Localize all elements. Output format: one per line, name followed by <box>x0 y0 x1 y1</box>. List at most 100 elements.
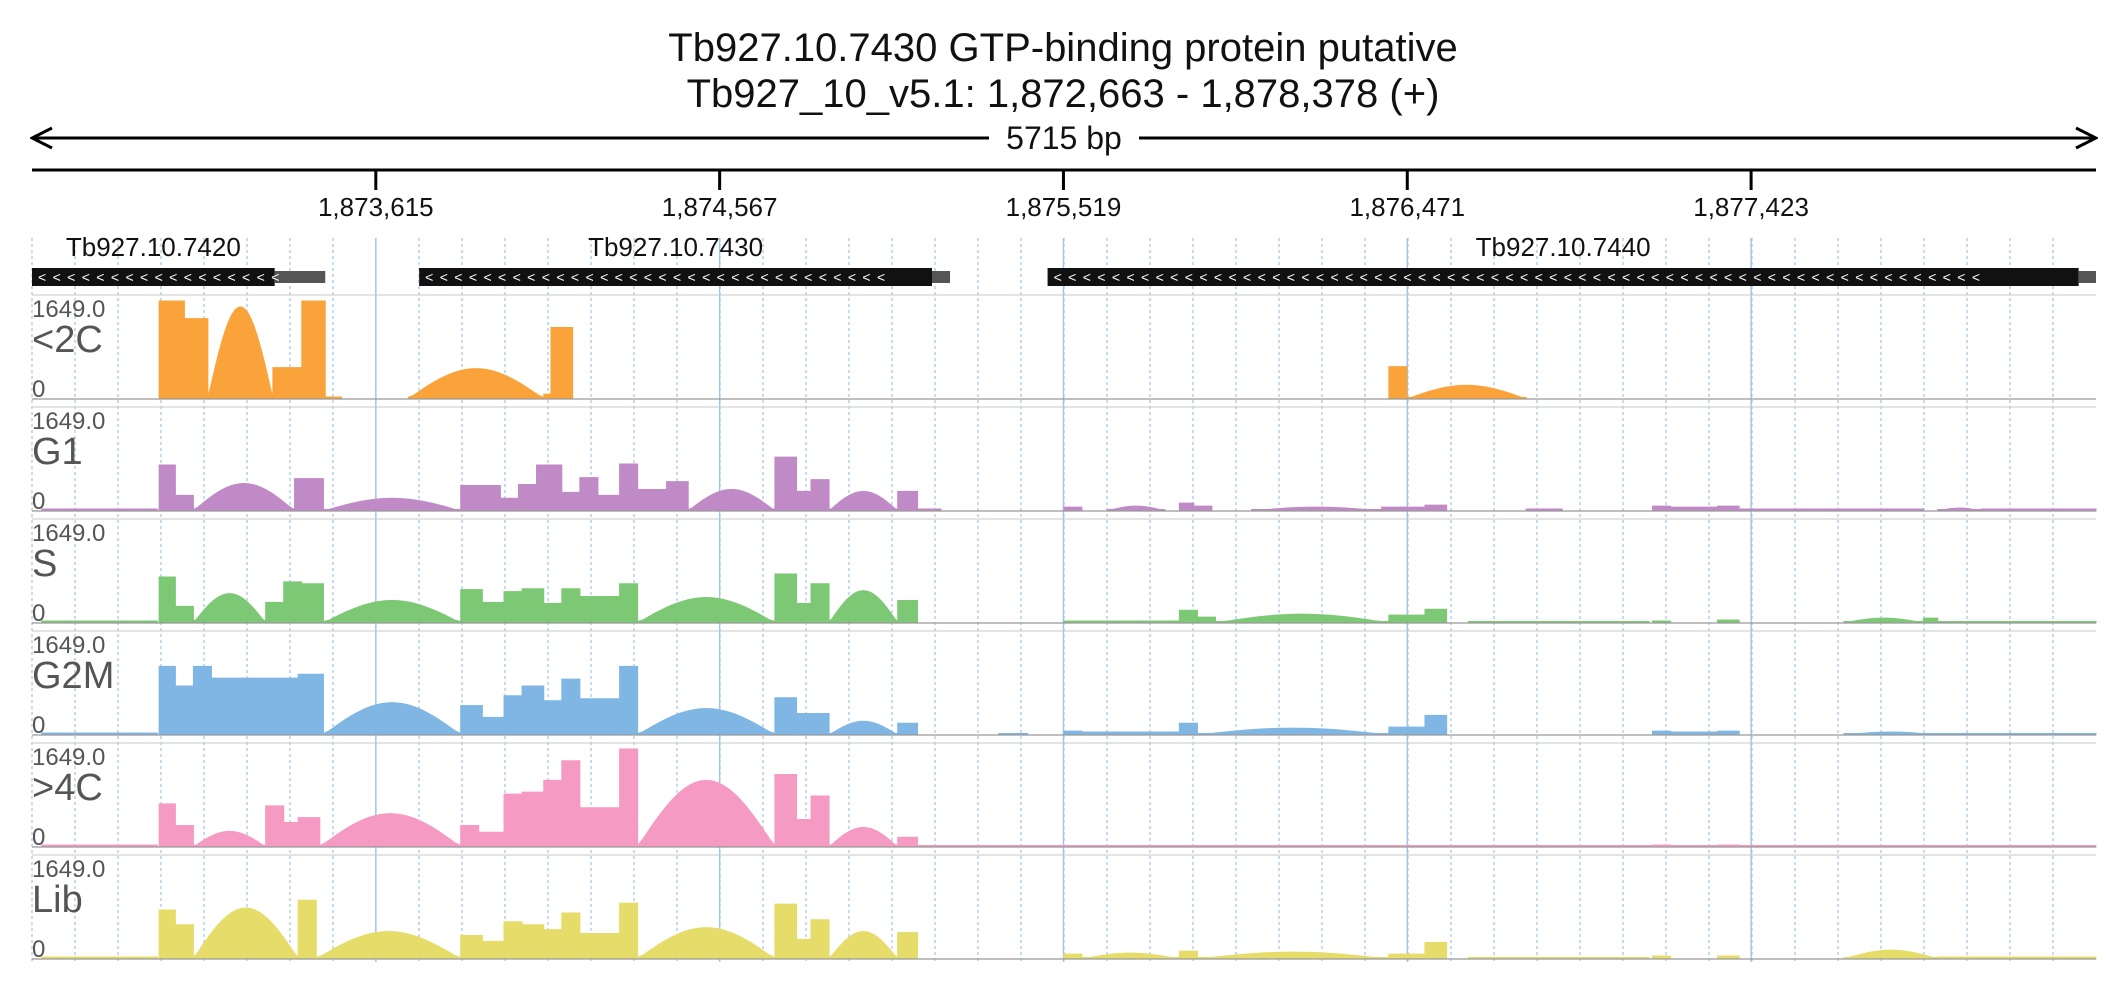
coverage-segment <box>579 477 599 512</box>
coverage-segment <box>478 831 505 848</box>
gene-annotation-track: Tb927.10.7420 <<<<<<<<<<<<<<<<< Tb927.10.7… <box>32 232 2096 286</box>
coverage-segment <box>1424 941 1448 960</box>
coverage-segment <box>158 300 185 400</box>
coverage-segment <box>1251 506 1383 512</box>
coverage-segment <box>619 902 639 960</box>
gene-utr-bar <box>2078 271 2096 283</box>
track-name-label: >4C <box>32 767 103 809</box>
coverage-segment <box>174 494 194 512</box>
position-ticks: 1,873,615 1,874,567 1,875,519 1,876,471 1,87… <box>318 170 1809 222</box>
coverage-segment <box>637 708 776 736</box>
coverage-segment <box>1193 505 1213 512</box>
gene-label: Tb927.10.7420 <box>66 232 241 262</box>
track-min-label: 0 <box>32 600 45 627</box>
coverage-segment <box>322 497 462 512</box>
coverage-segment <box>297 673 324 736</box>
coverage-segment <box>521 588 545 624</box>
coverage-segment <box>1196 616 1216 624</box>
coverage-segment <box>1178 502 1195 512</box>
coverage-segment <box>1388 726 1426 736</box>
coverage-segment <box>265 805 285 848</box>
coverage-segment <box>1843 949 1939 960</box>
gene-strand-arrows: <<<<<<<<<<<<<<<<<<<<<<<<<<<<<<<<<<<<<<<<… <box>1054 269 1987 285</box>
coverage-segment <box>503 695 523 736</box>
grid-lines <box>31 238 2054 962</box>
track-max-label: 1649.0 <box>32 744 105 771</box>
chart-locus: Tb927_10_v5.1: 1,872,663 - 1,878,378 (+) <box>686 72 1440 116</box>
coverage-segment <box>810 919 830 960</box>
coverage-segment <box>521 924 545 960</box>
coverage-segment <box>192 593 267 624</box>
coverage-segment <box>183 318 209 400</box>
coverage-segment <box>517 484 538 512</box>
gene-cds-bar <box>1047 268 2079 286</box>
coverage-segment <box>796 819 812 848</box>
coverage-segment <box>810 479 830 512</box>
coverage-segment <box>1717 505 1740 512</box>
coverage-segment <box>536 464 563 512</box>
coverage-segment <box>158 665 176 736</box>
coverage-segment <box>192 830 267 848</box>
coverage-segment <box>174 824 194 848</box>
coverage-segment <box>897 490 919 512</box>
coverage-segment <box>460 589 483 624</box>
gene-utr-bar <box>274 271 326 283</box>
coverage-segment <box>561 912 581 960</box>
coverage-segment <box>1424 504 1448 512</box>
coverage-segment <box>619 748 639 848</box>
coverage-segment <box>1652 505 1672 512</box>
chart-title: Tb927.10.7430 GTP-binding protein putati… <box>668 26 1458 70</box>
coverage-segment <box>810 712 830 736</box>
track-max-label: 1649.0 <box>32 632 105 659</box>
coverage-segment <box>774 903 798 960</box>
coverage-segment <box>619 583 639 624</box>
span-length-label: 5715 bp <box>1006 120 1122 156</box>
coverage-segment <box>297 899 317 960</box>
track-min-label: 0 <box>32 712 45 739</box>
coverage-segment <box>1063 953 1083 960</box>
track-name-label: <2C <box>32 319 103 361</box>
coverage-segment <box>481 601 505 624</box>
coverage-segment <box>322 702 462 736</box>
track-name-label: Lib <box>32 879 83 921</box>
coverage-segment <box>158 576 176 624</box>
gene-label: Tb927.10.7440 <box>1476 232 1651 262</box>
track-min-label: 0 <box>32 936 45 963</box>
coverage-segment <box>1388 614 1426 624</box>
coverage-segment <box>1106 505 1166 512</box>
track-max-label: 1649.0 <box>32 408 105 435</box>
gene-strand-arrows: <<<<<<<<<<<<<<<<< <box>38 269 286 285</box>
coverage-segment <box>315 931 462 960</box>
track-max-label: 1649.0 <box>32 296 105 323</box>
coverage-segment <box>265 601 285 624</box>
tick-label: 1,873,615 <box>318 192 434 222</box>
coverage-segment <box>774 456 798 512</box>
coverage-segment <box>158 464 176 512</box>
coverage-segment <box>301 583 324 624</box>
coverage-segment <box>543 602 563 624</box>
track-max-label: 1649.0 <box>32 520 105 547</box>
tick-label: 1,874,567 <box>662 192 778 222</box>
coverage-segment <box>543 393 552 400</box>
coverage-segment <box>1843 731 1939 736</box>
coverage-segment <box>1178 722 1198 736</box>
coverage-segment <box>503 921 523 960</box>
coverage-segment <box>687 488 776 512</box>
coverage-segment <box>543 929 563 960</box>
coverage-segment <box>1178 950 1198 960</box>
gene-cds-bar <box>32 268 275 286</box>
track-min-label: 0 <box>32 824 45 851</box>
coverage-segment <box>1178 609 1198 624</box>
coverage-segment <box>319 813 462 848</box>
coverage-segment <box>322 599 462 624</box>
coverage-segment <box>1424 714 1448 736</box>
track-min-label: 0 <box>32 376 45 403</box>
coverage-segment <box>1843 617 1924 624</box>
coverage-segment <box>283 581 303 624</box>
coverage-segment <box>460 824 480 848</box>
coverage-segment <box>192 665 212 736</box>
coverage-segment <box>207 306 274 400</box>
coverage-segment <box>561 678 581 736</box>
coverage-segment <box>579 933 621 960</box>
